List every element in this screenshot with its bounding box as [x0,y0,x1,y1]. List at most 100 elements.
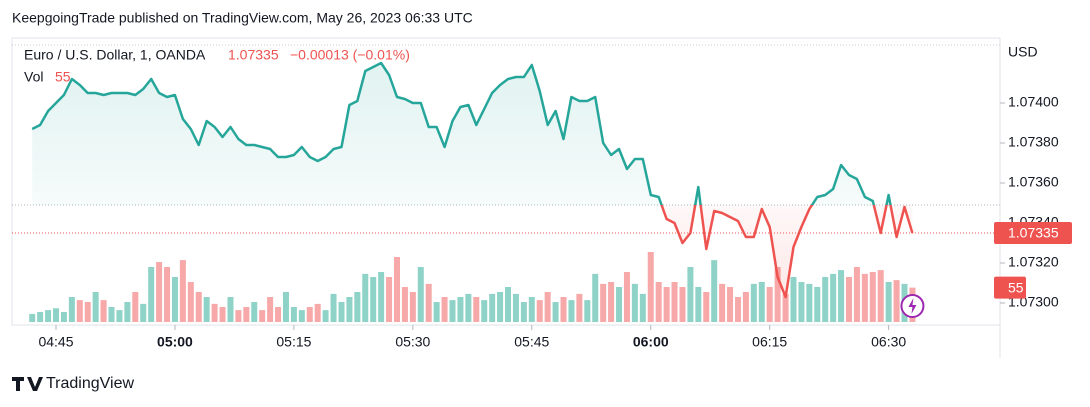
legend-change: −0.00013 (−0.01%) [290,47,410,63]
volume-bar [401,287,408,322]
volume-bar [338,302,345,322]
volume-bar [853,267,860,322]
volume-bar [639,293,646,322]
x-tick-label: 04:45 [38,334,73,350]
volume-bar [798,282,805,322]
volume-bar [132,292,139,322]
volume-bar [489,293,496,322]
volume-bar [116,310,123,322]
volume-bar [124,302,131,322]
volume-bar [671,282,678,322]
volume-bar [179,260,186,322]
volume-bar [219,307,226,322]
volume-bar [354,292,361,322]
volume-bar [473,297,480,322]
volume-bar [235,310,242,322]
lightning-glyph [908,298,917,314]
legend-price: 1.07335 [228,47,279,63]
volume-bar [330,293,337,322]
volume-bar [393,257,400,322]
x-tick-label: 05:30 [395,334,430,350]
x-tick-label: 05:15 [276,334,311,350]
volume-tag-label: 55 [1008,279,1024,295]
volume-bar [457,297,464,322]
volume-bar [60,312,67,322]
volume-bar [227,297,234,322]
volume-bar [695,287,702,322]
volume-bar [378,272,385,322]
volume-bar [140,303,147,322]
volume-bar [631,283,638,322]
volume-bar [727,287,734,322]
volume-bar [869,272,876,322]
volume-bar [45,310,52,322]
volume-bar [885,282,892,322]
volume-bar [838,270,845,322]
volume-bar [100,300,107,322]
x-tick-label: 06:00 [633,334,669,350]
volume-bar [370,277,377,322]
volume-bar [203,297,210,322]
volume-bar [846,277,852,322]
volume-bar [655,282,662,322]
volume-bar [877,270,884,322]
volume-bar [76,300,83,322]
volume-bar [560,297,567,322]
volume-bar [734,297,741,322]
volume-bar [774,267,781,322]
volume-bar [409,292,416,322]
legend: Euro / U.S. Dollar, 1, OANDA 1.07335 −0.… [24,47,410,85]
volume-bar [592,273,599,322]
volume-bar [742,292,749,322]
volume-bar [68,297,75,322]
currency: USD [1008,44,1038,60]
plot [12,61,1000,322]
volume-bar [679,287,686,322]
volume-bar [267,297,274,322]
volume-bar [616,287,623,322]
volume-bar [108,307,115,322]
volume-bar [148,267,155,322]
volume-bar [465,293,472,322]
volume-bar [830,273,837,322]
volume-bar [187,282,194,322]
volume-bar [211,303,218,322]
footer-text: TradingView [46,375,134,392]
volume-bar [282,292,289,322]
volume-bar [750,283,757,322]
volume-bar [861,273,868,322]
volume-bar [251,302,258,322]
volume-bar [243,307,250,322]
legend-symbol: Euro / U.S. Dollar, 1, OANDA [24,47,206,63]
x-tick-label: 06:30 [871,334,906,350]
y-tick-label: 1.07400 [1008,94,1059,110]
volume-bar [92,292,99,322]
volume-bar [663,287,670,322]
volume-bar [314,303,321,322]
volume-bar [608,282,615,322]
y-tick-label: 1.07360 [1008,174,1059,190]
volume-bar [497,292,504,322]
volume-bar [758,282,765,322]
x-tick-label: 05:45 [514,334,549,350]
volume-bar [29,313,36,322]
volume-bar [703,292,710,322]
volume-bar [711,260,718,322]
volume-bar [568,300,575,322]
area [32,63,913,297]
volume-bar [259,310,266,322]
y-tick-label: 1.07380 [1008,134,1059,150]
volume-bar [386,277,393,322]
volume-bar [814,287,821,322]
y-tick-label: 1.07320 [1008,254,1059,270]
volume-bar [53,308,59,322]
volume-bar [687,267,694,322]
volume-bar [37,312,44,322]
volume-bar [306,307,313,322]
volume-bar [584,300,591,322]
volume-bar [647,252,654,322]
volume-bar [171,277,178,322]
footer: TradingView [12,375,134,392]
x-tick-label: 06:15 [752,334,787,350]
